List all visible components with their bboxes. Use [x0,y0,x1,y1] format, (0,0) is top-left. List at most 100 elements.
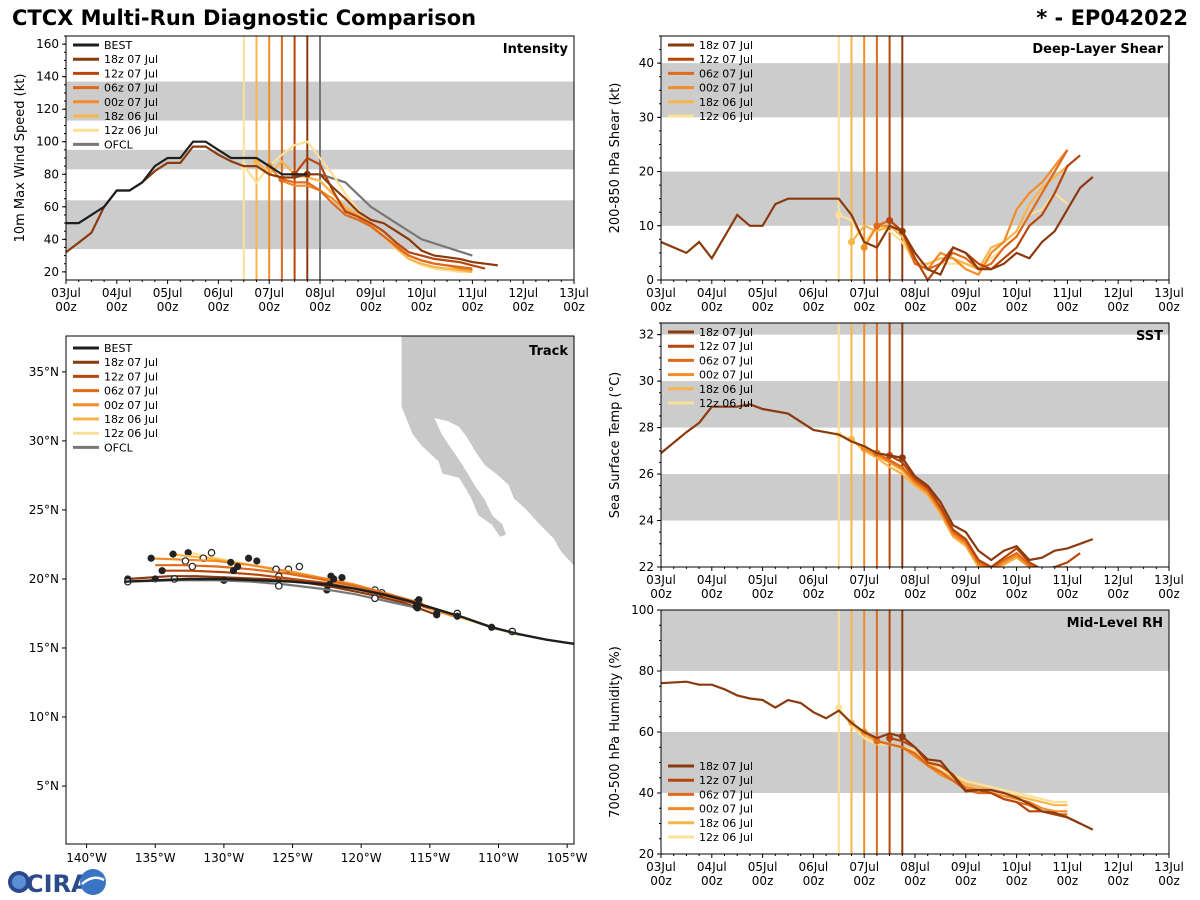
shear-ytick-label: 40 [639,56,654,70]
rh-legend-label: 18z 07 Jul [699,760,753,773]
track-ytick-label: 15°N [29,641,59,655]
rh-xtick-label: 11Jul [1053,860,1083,874]
rh-xtick-label2: 00z [1158,874,1180,888]
rh-xtick-label: 12Jul [1103,860,1133,874]
shear-xtick-label2: 00z [752,300,774,314]
sst-legend-label: 06z 07 Jul [699,354,753,367]
shear-legend-label: 18z 07 Jul [699,39,753,52]
shear-xtick-label: 07Jul [849,286,879,300]
intensity-xtick-label2: 00z [360,300,382,314]
rh-init-point [835,704,843,712]
best-point [415,596,423,604]
rh-xtick-label: 10Jul [1002,860,1032,874]
page-title: CTCX Multi-Run Diagnostic Comparison [12,6,477,30]
rh-ytick-label: 40 [639,786,654,800]
track-point-open [275,582,283,590]
track-point-open [207,548,216,557]
shear-init-point [848,238,855,246]
shear-xtick-label2: 00z [701,300,723,314]
track-ytick-label: 25°N [29,503,59,517]
intensity-legend-label: 00z 07 Jul [104,96,158,109]
rh-xtick-label2: 00z [803,874,825,888]
sst-xtick-label2: 00z [803,587,825,601]
sst-ylabel: Sea Surface Temp (°C) [608,372,623,519]
shear-xtick-label: 10Jul [1002,286,1032,300]
rh-legend-label: 12z 07 Jul [699,774,753,787]
rh-legend-label: 00z 07 Jul [699,803,753,816]
shear-series-line [661,176,1094,277]
sst-xtick-label: 05Jul [748,573,778,587]
track-panel: 140°W 135°W 130°W 125°W 120°W 115°W 110°W 105°W… [29,335,588,865]
track-point-open [371,594,379,603]
shear-xtick-label2: 00z [955,300,977,314]
sst-legend-label: 00z 07 Jul [699,369,753,382]
sst-legend-label: 12z 06 Jul [699,397,753,410]
rh-xtick-label: 04Jul [697,860,727,874]
rh-xtick-label2: 00z [650,874,672,888]
intensity-legend-label: 12z 07 Jul [104,67,158,80]
shear-xtick-label: 13Jul [1154,286,1184,300]
track-legend-label: BEST [104,342,132,355]
best-point [453,612,461,620]
track-xtick-label: 120°W [341,851,382,865]
intensity-xtick-label2: 00z [512,300,534,314]
rh-xtick-label2: 00z [701,874,723,888]
track-legend-label: 00z 07 Jul [104,399,158,412]
rh-title: Mid-Level RH [1067,616,1163,631]
shear-xtick-label: 09Jul [951,286,981,300]
shear-title: Deep-Layer Shear [1032,42,1163,57]
track-ytick-label: 5°N [36,779,59,793]
shear-legend-label: 00z 07 Jul [699,82,753,95]
intensity-xtick-label: 04Jul [102,286,132,300]
track-frame [65,335,575,845]
intensity-xtick-label2: 00z [563,300,585,314]
track-ytick-label: 10°N [29,710,59,724]
shear-xtick-label: 06Jul [799,286,829,300]
shear-xtick-label: 11Jul [1053,286,1083,300]
sst-series-line [863,447,1033,567]
rh-xtick-label2: 00z [955,874,977,888]
shear-xtick-label2: 00z [1158,300,1180,314]
intensity-xtick-label2: 00z [157,300,179,314]
shear-xtick-label2: 00z [1107,300,1129,314]
cira-logo: CIRA [8,869,106,898]
rh-xtick-label2: 00z [904,874,926,888]
rh-init-point [873,737,881,745]
rh-xtick-label2: 00z [1107,874,1129,888]
track-xtick-label: 115°W [409,851,450,865]
rh-ylabel: 700-500 hPa Humidity (%) [608,646,623,818]
track-point-open [181,557,190,565]
sst-series-line [661,403,1094,562]
shear-panel: 01020304003Jul00z04Jul00z05Jul00z06Jul00… [608,35,1184,314]
sst-xtick-label2: 00z [1057,587,1079,601]
rh-band-1 [661,610,1169,671]
shear-ytick-label: 30 [639,110,654,124]
intensity-series-line [66,140,308,225]
intensity-xtick-label: 09Jul [356,286,386,300]
shear-xtick-label2: 00z [853,300,875,314]
rh-xtick-label: 06Jul [799,860,829,874]
shear-ytick-label: 20 [639,165,654,179]
intensity-ytick-label: 140 [36,70,59,84]
rh-xtick-label: 09Jul [951,860,981,874]
sst-xtick-label: 07Jul [849,573,879,587]
track-point-open [295,562,304,571]
track-ytick-label: 35°N [29,365,59,379]
sst-xtick-label: 11Jul [1053,573,1083,587]
intensity-series-line [293,156,486,270]
sst-xtick-label2: 00z [1158,587,1180,601]
track-point [147,554,155,562]
intensity-xtick-label: 12Jul [508,286,538,300]
intensity-ylabel: 10m Max Wind Speed (kt) [13,74,28,243]
track-point [227,558,235,566]
track-legend-label: 12z 06 Jul [104,427,158,440]
intensity-legend-label: 12z 06 Jul [104,124,158,137]
sst-legend-label: 18z 07 Jul [699,326,753,339]
track-point [330,575,338,583]
track-xtick-label: 110°W [478,851,519,865]
shear-xtick-label2: 00z [904,300,926,314]
shear-legend-label: 06z 07 Jul [699,67,753,80]
shear-xtick-label: 03Jul [646,286,676,300]
intensity-xtick-label: 06Jul [204,286,234,300]
